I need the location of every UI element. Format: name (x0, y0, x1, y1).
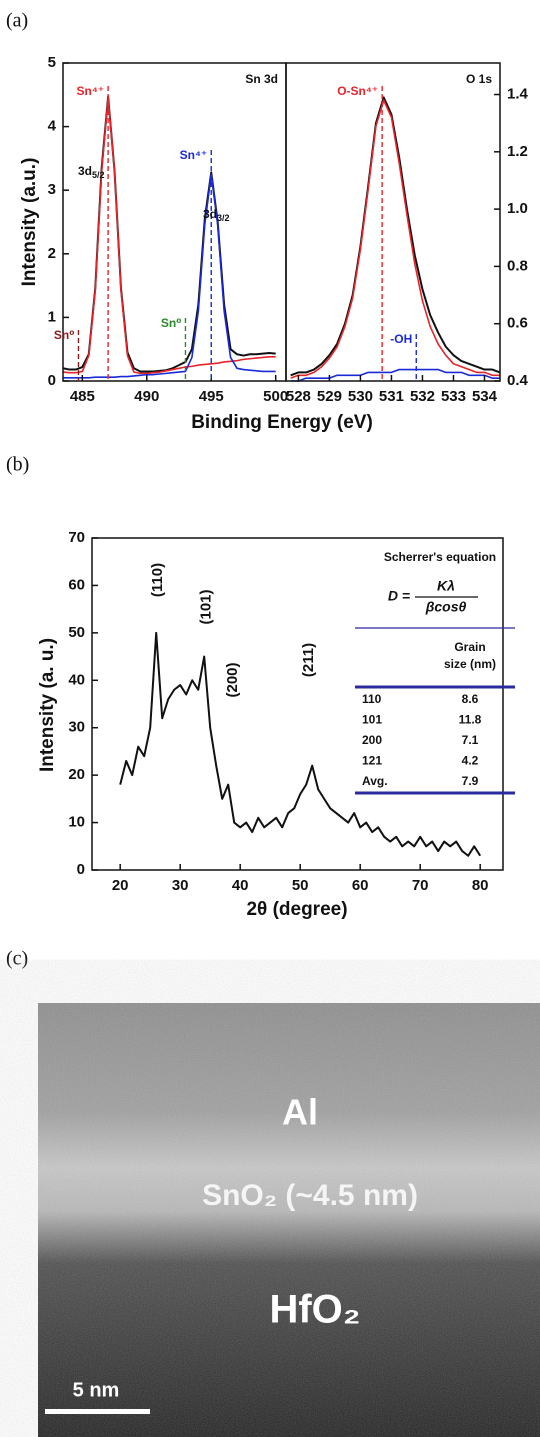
y-tick-label: 0 (77, 861, 85, 878)
inset-title: Scherrer's equation (384, 550, 496, 564)
data-line (63, 173, 276, 379)
y-tick-label: 3 (48, 181, 56, 198)
x-tick-label: 50 (292, 877, 309, 894)
peak-label: (101) (198, 589, 215, 624)
x-tick-label: 40 (232, 877, 249, 894)
tem-texture (38, 1003, 540, 1437)
table-cell: 200 (362, 733, 382, 747)
orbital-sub: 3/2 (217, 213, 230, 223)
table-header: size (nm) (444, 657, 496, 671)
formula-denominator: βcosθ (425, 599, 467, 615)
x-tick-label: 534 (472, 388, 498, 405)
orbital-label: 3d3/2 (203, 207, 230, 223)
table-cell: 7.9 (462, 774, 479, 788)
y-tick-label: 0.4 (507, 372, 529, 389)
formula-numerator: Kλ (437, 578, 455, 594)
x-tick-label: 531 (379, 388, 404, 405)
peak-marker-label: Sn⁴⁺ (77, 84, 105, 98)
y-tick-label: 0 (48, 372, 56, 389)
x-tick-label: 490 (134, 388, 159, 405)
data-line (290, 368, 500, 382)
peak-marker-label: O-Sn⁴⁺ (337, 84, 378, 98)
x-tick-label: 500 (263, 388, 288, 405)
peak-label: (110) (149, 563, 166, 597)
data-line (290, 99, 500, 379)
layer-label: SnO₂ (~4.5 nm) (202, 1179, 418, 1212)
tem-image: Al SnO₂ (~4.5 nm) HfO₂ 5 nm (38, 1003, 540, 1437)
table-cell: 7.1 (462, 733, 479, 747)
y-tick-label: 1 (48, 308, 56, 325)
peak-marker-label: Sn⁴⁺ (180, 148, 208, 162)
plot-frame (285, 62, 501, 382)
formula-lhs: D = (388, 588, 410, 604)
peak-label: (200) (224, 662, 241, 697)
x-tick-label: 495 (199, 388, 224, 405)
y-tick-label: 1.4 (507, 85, 529, 102)
x-tick-label: 529 (317, 388, 342, 405)
x-tick-label: 30 (172, 877, 189, 894)
table-header: Grain (454, 640, 485, 654)
y-tick-label: 10 (68, 814, 85, 831)
y-tick-label: 30 (68, 719, 85, 736)
panel-tag: O 1s (466, 72, 492, 86)
panel-label: (b) (6, 454, 29, 476)
x-tick-label: 70 (412, 877, 429, 894)
layer-label: HfO₂ (269, 1288, 360, 1332)
x-tick-label: 533 (441, 388, 466, 405)
y-tick-label: 2 (48, 245, 56, 262)
peak-marker-label: Sn⁰ (54, 328, 75, 342)
peak-marker-label: -OH (390, 332, 412, 346)
y-tick-label: 1.2 (507, 143, 528, 160)
y-tick-label: 1.0 (507, 200, 528, 217)
data-line (119, 631, 482, 857)
data-line (62, 95, 276, 373)
x-axis-title: Binding Energy (eV) (191, 412, 373, 433)
orbital-main: 3d (78, 164, 92, 178)
table-cell: Avg. (362, 774, 388, 788)
y-tick-label: 0.6 (507, 315, 528, 332)
y-tick-label: 60 (68, 576, 85, 593)
orbital-label: 3d5/2 (78, 164, 105, 180)
plot-frame (62, 62, 287, 382)
scale-bar-label: 5 nm (73, 1379, 120, 1401)
table-cell: 110 (362, 692, 382, 706)
scale-bar (45, 1409, 150, 1414)
orbital-sub: 5/2 (92, 170, 105, 180)
x-tick-label: 530 (348, 388, 373, 405)
x-tick-label: 485 (70, 388, 95, 405)
x-tick-label: 528 (286, 388, 311, 405)
x-axis-title: 2θ (degree) (246, 899, 347, 920)
table-cell: 8.6 (462, 692, 479, 706)
y-tick-label: 4 (48, 118, 57, 135)
data-line (62, 97, 276, 375)
layer-label: Al (282, 1092, 318, 1133)
y-tick-label: 0.8 (507, 257, 528, 274)
table-cell: 121 (362, 754, 382, 768)
panel-label: (c) (6, 948, 28, 970)
x-tick-label: 80 (472, 877, 489, 894)
peak-label: (211) (300, 643, 317, 677)
y-tick-label: 40 (68, 671, 85, 688)
peak-marker-label: Sn⁰ (161, 316, 182, 330)
y-axis-title: Intensity (a.u.) (19, 158, 40, 287)
y-tick-label: 20 (68, 766, 85, 783)
panel-tag: Sn 3d (245, 72, 278, 86)
y-axis-title: Intensity (a. u.) (37, 638, 58, 772)
table-cell: 11.8 (459, 713, 482, 727)
orbital-main: 3d (203, 207, 217, 221)
x-tick-label: 532 (410, 388, 435, 405)
table-cell: 101 (362, 713, 382, 727)
y-tick-label: 70 (68, 529, 85, 546)
table-cell: 4.2 (462, 754, 479, 768)
y-tick-label: 5 (48, 54, 56, 71)
x-tick-label: 20 (112, 877, 129, 894)
y-tick-label: 50 (68, 624, 85, 641)
plot-frame (91, 537, 504, 871)
panel-label: (a) (6, 10, 28, 32)
x-tick-label: 60 (352, 877, 369, 894)
